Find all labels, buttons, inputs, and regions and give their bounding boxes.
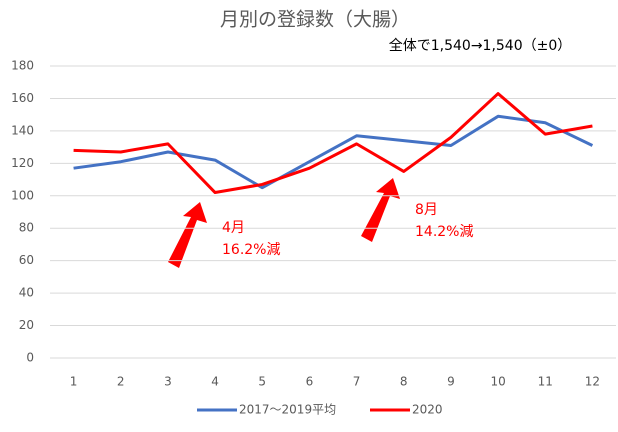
y-tick-label: 80 (19, 221, 34, 235)
y-tick-label: 140 (11, 123, 34, 137)
x-tick-label: 5 (258, 375, 266, 389)
y-tick-label: 60 (19, 253, 34, 267)
annotation: 16.2%減 (222, 241, 280, 258)
y-tick-label: 0 (26, 351, 34, 365)
x-tick-label: 4 (211, 375, 219, 389)
x-tick-label: 12 (585, 375, 600, 389)
annotation: 8月 (415, 202, 438, 218)
x-tick-label: 6 (306, 375, 314, 389)
x-tick-label: 9 (447, 375, 455, 389)
series-line (73, 92, 593, 195)
legend-label: 2020 (412, 403, 443, 417)
series-line (73, 114, 594, 190)
y-tick-label: 100 (11, 188, 34, 202)
legend-label: 2017～2019平均 (239, 403, 336, 417)
chart-title: 月別の登録数（大腸） (220, 9, 410, 31)
x-tick-label: 3 (164, 375, 172, 389)
y-tick-label: 20 (19, 318, 34, 332)
x-tick-label: 2 (117, 375, 125, 389)
y-tick-label: 180 (11, 59, 34, 73)
y-tick-label: 40 (19, 286, 34, 300)
annotation: 4月 (222, 220, 245, 236)
arrow (168, 178, 400, 268)
annotation: 14.2%減 (415, 223, 473, 240)
y-tick-label: 160 (11, 91, 34, 105)
x-tick-label: 10 (490, 375, 505, 389)
chart-subtitle: 全体で1,540→1,540（±0） (389, 37, 572, 54)
arrow-4 (168, 202, 207, 268)
x-tick-label: 8 (400, 375, 408, 389)
x-tick-label: 1 (70, 375, 78, 389)
x-tick-label: 11 (538, 375, 553, 389)
x-tick-label: 7 (353, 375, 361, 389)
arrow-8 (361, 178, 400, 242)
y-tick-label: 120 (11, 156, 34, 170)
